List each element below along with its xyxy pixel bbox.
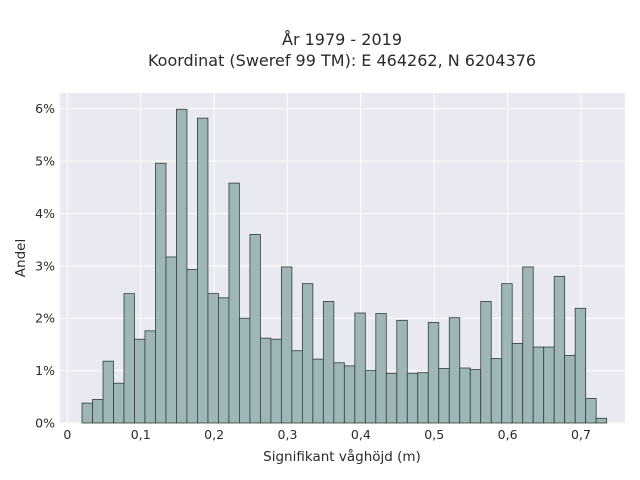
y-tick-labels: 0% 1% 2% 3% 4% 5% 6% bbox=[35, 101, 55, 430]
y-tick-label: 6% bbox=[35, 101, 55, 116]
histogram-bar bbox=[459, 367, 471, 424]
histogram-bar bbox=[364, 370, 377, 424]
histogram-bar bbox=[322, 301, 335, 424]
bar-group bbox=[81, 108, 608, 424]
y-tick-label: 0% bbox=[35, 416, 55, 431]
histogram-bar bbox=[155, 162, 167, 424]
x-axis-label: Signifikant våghöjd (m) bbox=[263, 448, 421, 465]
histogram-bar bbox=[480, 301, 492, 424]
histogram-bar bbox=[280, 266, 293, 424]
x-tick-label: 0 bbox=[63, 427, 71, 442]
histogram-bar bbox=[270, 338, 282, 424]
histogram-bar bbox=[511, 342, 524, 424]
histogram-bar bbox=[553, 275, 566, 424]
histogram-bar bbox=[113, 382, 125, 424]
histogram-bar bbox=[585, 397, 597, 424]
histogram-bar bbox=[427, 322, 440, 424]
histogram-bar bbox=[239, 317, 251, 424]
histogram-bar bbox=[186, 269, 198, 424]
histogram-bar bbox=[469, 369, 482, 424]
histogram-bar bbox=[333, 362, 345, 424]
x-tick-label: 0,3 bbox=[278, 427, 298, 442]
histogram-bar bbox=[301, 283, 314, 424]
chart-title-line-2: Koordinat (Sweref 99 TM): E 464262, N 62… bbox=[148, 51, 536, 70]
histogram-bar bbox=[354, 312, 366, 424]
histogram-bar bbox=[197, 117, 209, 424]
histogram-bar bbox=[532, 346, 545, 424]
histogram-bar bbox=[134, 338, 146, 424]
x-tick-label: 0,5 bbox=[424, 427, 444, 442]
histogram-bar bbox=[501, 283, 513, 424]
histogram-bar bbox=[102, 360, 114, 424]
histogram-bar bbox=[574, 307, 587, 424]
chart-title-line-1: År 1979 - 2019 bbox=[282, 30, 402, 49]
histogram-bar bbox=[543, 346, 555, 424]
y-tick-label: 5% bbox=[35, 154, 55, 169]
histogram-bar bbox=[228, 182, 240, 424]
x-tick-labels: 0 0,1 0,2 0,3 0,4 0,5 0,6 0,7 bbox=[63, 427, 591, 442]
y-tick-label: 1% bbox=[35, 363, 55, 378]
histogram-bar bbox=[312, 358, 324, 424]
histogram-bar bbox=[406, 372, 419, 424]
x-tick-label: 0,7 bbox=[571, 427, 591, 442]
histogram-bar bbox=[396, 319, 408, 424]
histogram-bar bbox=[218, 297, 230, 424]
y-axis-label: Andel bbox=[13, 239, 29, 277]
histogram-bar bbox=[490, 358, 503, 424]
y-tick-label: 3% bbox=[35, 258, 55, 273]
histogram-bar bbox=[92, 399, 104, 424]
histogram-bar bbox=[385, 372, 398, 424]
y-tick-label: 2% bbox=[35, 311, 55, 326]
x-tick-label: 0,6 bbox=[498, 427, 518, 442]
x-tick-label: 0,1 bbox=[131, 427, 151, 442]
histogram-bar bbox=[259, 337, 272, 424]
histogram-bar bbox=[165, 256, 177, 424]
histogram-bar bbox=[207, 293, 219, 424]
histogram-bar bbox=[249, 234, 261, 424]
histogram-bar bbox=[81, 402, 93, 424]
histogram-bar bbox=[448, 317, 461, 424]
histogram-bar bbox=[176, 108, 188, 424]
histogram-bar bbox=[564, 355, 576, 424]
y-tick-label: 4% bbox=[35, 206, 55, 221]
histogram-bar bbox=[438, 368, 450, 424]
histogram-bar bbox=[417, 372, 429, 424]
histogram-bar bbox=[291, 350, 303, 424]
histogram-bar bbox=[123, 293, 135, 424]
histogram-bar bbox=[144, 330, 156, 424]
histogram-bar bbox=[595, 417, 608, 424]
histogram-bar bbox=[375, 313, 387, 424]
x-tick-label: 0,2 bbox=[204, 427, 224, 442]
histogram-bar bbox=[522, 266, 534, 424]
histogram-bar bbox=[343, 365, 356, 424]
x-tick-label: 0,4 bbox=[351, 427, 371, 442]
